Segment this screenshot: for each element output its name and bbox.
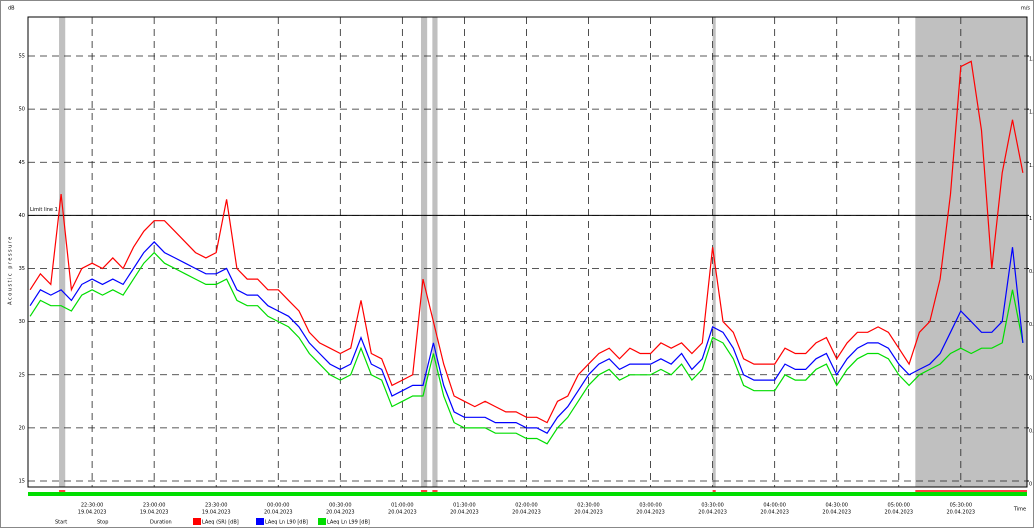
y-tick-label: 40 [19, 213, 25, 219]
legend-swatch [256, 518, 264, 525]
y-tick-label: 20 [19, 425, 25, 431]
excluded-band [420, 17, 428, 487]
x-tick-label: 23:30:00 [205, 503, 227, 509]
legend-label: LAeq Ln L90 [dB] [265, 520, 308, 526]
x-tick-label: 05:00:00 [888, 503, 910, 509]
x-axis-label: Time [1013, 507, 1026, 513]
x-tick-date: 20.04.2023 [388, 510, 417, 516]
status-excluded [915, 490, 1027, 492]
y-tick-label: 45 [19, 160, 25, 166]
x-tick-date: 20.04.2023 [574, 510, 603, 516]
x-tick-label: 22:30:00 [81, 503, 103, 509]
x-tick-date: 20.04.2023 [450, 510, 479, 516]
x-tick-date: 20.04.2023 [264, 510, 293, 516]
status-excluded [420, 490, 428, 492]
x-tick-date: 20.04.2023 [326, 510, 355, 516]
y-axis-label: Acoustic pressure [8, 235, 14, 305]
legend-label: Duration [150, 520, 172, 526]
status-excluded [59, 490, 66, 492]
limit-line-label: Limit line 1 [30, 207, 58, 213]
status-excluded [712, 490, 716, 492]
x-tick-date: 19.04.2023 [140, 510, 169, 516]
legend-swatch [193, 518, 201, 525]
x-tick-date: 20.04.2023 [698, 510, 727, 516]
y2-tick-label: 0.4 [1029, 375, 1034, 381]
status-excluded [432, 490, 438, 492]
x-tick-date: 20.04.2023 [512, 510, 541, 516]
x-tick-label: 01:30:00 [453, 503, 475, 509]
plot-border [27, 16, 1028, 488]
x-tick-date: 19.04.2023 [202, 510, 231, 516]
excluded-band [712, 17, 716, 487]
x-tick-date: 20.04.2023 [946, 510, 975, 516]
y-tick-label: 25 [19, 372, 25, 378]
legend-swatch [318, 518, 326, 525]
x-tick-label: 05:30:00 [950, 503, 972, 509]
y2-tick-label: 1.2 [1029, 163, 1034, 169]
x-tick-date: 19.04.2023 [78, 510, 107, 516]
y-tick-label: 50 [19, 107, 25, 113]
excluded-band [432, 17, 438, 487]
y2-tick-label: 1 [1029, 216, 1032, 222]
x-tick-date: 20.04.2023 [760, 510, 789, 516]
y-tick-label: 15 [19, 479, 25, 485]
series-line [29, 251, 1024, 445]
y2-tick-label: 0 [1029, 482, 1032, 488]
x-tick-label: 23:00:00 [143, 503, 165, 509]
x-tick-label: 00:00:00 [267, 503, 289, 509]
x-tick-label: 04:30:00 [825, 503, 847, 509]
y-tick-label: 30 [19, 319, 25, 325]
x-tick-date: 20.04.2023 [636, 510, 665, 516]
y-unit: dB [8, 6, 15, 12]
y2-tick-label: 1.6 [1029, 57, 1034, 63]
y2-tick-label: 0.6 [1029, 322, 1034, 328]
legend-label: LAeq (SR) [dB] [202, 520, 239, 526]
x-tick-label: 02:00:00 [515, 503, 537, 509]
series-line [29, 60, 1024, 424]
x-tick-date: 20.04.2023 [822, 510, 851, 516]
excluded-band [59, 17, 66, 487]
y-tick-label: 55 [19, 54, 25, 60]
x-tick-date: 20.04.2023 [884, 510, 913, 516]
x-tick-label: 03:00:00 [639, 503, 661, 509]
x-tick-label: 01:00:00 [391, 503, 413, 509]
excluded-band [915, 17, 1027, 487]
y-tick-label: 35 [19, 266, 25, 272]
legend-label: Start [55, 520, 67, 526]
x-tick-label: 00:30:00 [329, 503, 351, 509]
y2-tick-label: 0.8 [1029, 269, 1034, 275]
y2-tick-label: 0.2 [1029, 428, 1034, 434]
legend-label: Stop [97, 520, 108, 526]
x-tick-label: 02:30:00 [577, 503, 599, 509]
x-tick-label: 04:00:00 [763, 503, 785, 509]
status-strip [28, 492, 1027, 496]
legend-label: LAeq Ln L99 [dB] [327, 520, 370, 526]
y2-unit: m/s [1021, 6, 1031, 12]
series-line [29, 241, 1024, 434]
y2-tick-label: 1.4 [1029, 110, 1034, 116]
x-tick-label: 03:30:00 [701, 503, 723, 509]
